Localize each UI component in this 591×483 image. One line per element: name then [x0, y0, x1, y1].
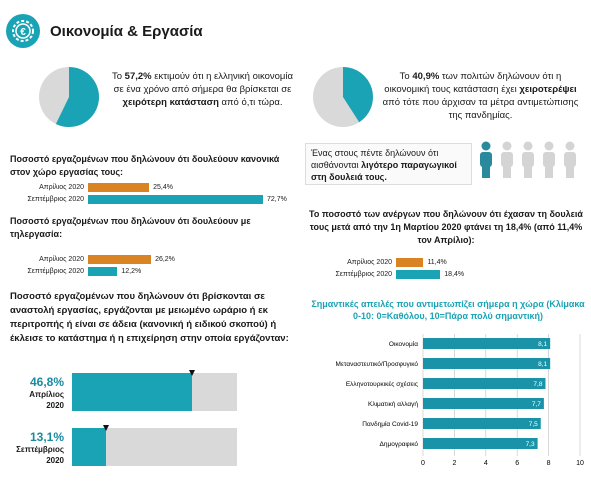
- bar-row-value: 25,4%: [153, 184, 173, 191]
- pie-right-slice: [343, 67, 373, 123]
- threat-bar-value: 7,5: [529, 421, 538, 428]
- person-icon: [501, 141, 513, 178]
- category-label: Πανδημία Covid-19: [362, 420, 418, 428]
- people-icons: [480, 141, 576, 178]
- x-tick-label: 0: [421, 460, 425, 467]
- suspended-pct: 13,1%: [29, 430, 64, 444]
- threat-bar-value: 7,7: [532, 401, 541, 408]
- suspended-year: 2020: [46, 456, 64, 465]
- threats-chart-title: Σημαντικές απειλές που αντιμετωπίζει σήμ…: [311, 299, 585, 321]
- suspended-marker-icon: [102, 425, 109, 431]
- bar-row-bar: [88, 183, 150, 192]
- suspended-marker-icon: [188, 370, 195, 376]
- x-tick-label: 10: [576, 460, 584, 467]
- suspended-bars: 46,8% Απρίλιος 2020 13,1% Σεπτέμβριος 2020: [0, 370, 300, 480]
- bar-row-label: Σεπτέμβριος 2020: [27, 268, 84, 275]
- stat-left-text: Το 57,2% εκτιμούν ότι η ελληνική οικονομ…: [111, 71, 293, 108]
- category-label: Δημογραφικό: [380, 440, 419, 448]
- workplace-heading: Ποσοστό εργαζομένων που δηλώνουν ότι δου…: [10, 154, 280, 177]
- bar-row-label: Απρίλιος 2020: [39, 184, 84, 191]
- category-label: Μεταναστευτικό/Προσφυγικό: [336, 360, 419, 368]
- telework-bars: Απρίλιος 2020 26,2% Σεπτέμβριος 2020 12,2%: [10, 255, 300, 279]
- euro-gear-icon: €: [6, 14, 40, 48]
- bar-row-value: 18,4%: [444, 271, 465, 278]
- suspended-heading: Ποσοστό εργαζομένων που δηλώνουν ότι βρί…: [10, 291, 289, 344]
- x-tick-label: 2: [452, 460, 456, 467]
- bar-row-value: 26,2%: [155, 256, 175, 263]
- bar-row-value: 12,2%: [121, 268, 142, 275]
- threat-bar: [423, 338, 551, 349]
- category-label: Οικονομία: [389, 340, 418, 348]
- pie-right: [313, 67, 373, 127]
- telework-heading: Ποσοστό εργαζομένων που δηλώνουν ότι δου…: [10, 216, 251, 239]
- pie-left-slice: [55, 67, 99, 127]
- suspended-year: 2020: [46, 401, 64, 410]
- person-icon: [480, 141, 492, 178]
- workplace-bars: Απρίλιος 2020 25,4% Σεπτέμβριος 2020 72,7%: [10, 183, 300, 207]
- threat-bar-value: 8,1: [538, 361, 547, 368]
- threats-chart: Οικονομία 8,1 Μεταναστευτικό/Προσφυγικό 8,1…: [336, 334, 584, 467]
- category-label: Ελληνοτουρκικές σχέσεις: [346, 380, 418, 388]
- x-tick-label: 6: [515, 460, 519, 467]
- person-icon: [543, 141, 555, 178]
- bar-row-bar: [88, 267, 118, 276]
- stat-right-text: Το 40,9% των πολιτών δηλώνουν ότι η οικο…: [382, 71, 579, 121]
- threat-bar-value: 7,8: [533, 381, 542, 388]
- suspended-pct: 46,8%: [29, 375, 64, 389]
- category-label: Κλιματική αλλαγή: [368, 401, 418, 408]
- person-icon: [564, 141, 576, 178]
- threat-bar: [423, 398, 544, 409]
- suspended-bar-fill: [72, 428, 106, 466]
- bar-row-bar: [88, 195, 263, 204]
- productivity-callout: Ένας στους πέντε δηλώνουν ότι αισθάνοντα…: [305, 143, 472, 185]
- x-tick-label: 8: [547, 460, 551, 467]
- threat-bar-value: 7,3: [526, 441, 535, 448]
- page-title: Οικονομία & Εργασία: [50, 23, 203, 40]
- svg-text:€: €: [20, 27, 26, 38]
- bar-row-value: 72,7%: [267, 196, 287, 203]
- unemployed-bars: Απρίλιος 2020 11,4% Σεπτέμβριος 2020 18,4%: [308, 258, 578, 282]
- bar-row-bar: [396, 258, 424, 267]
- bar-row-bar: [396, 270, 441, 279]
- x-tick-label: 4: [484, 460, 488, 467]
- threat-bar: [423, 358, 551, 369]
- threat-bar: [423, 418, 541, 429]
- bar-row-label: Σεπτέμβριος 2020: [27, 196, 84, 203]
- bar-row-bar: [88, 255, 152, 264]
- bar-row-label: Σεπτέμβριος 2020: [335, 271, 392, 278]
- threat-bar-value: 8,1: [538, 341, 547, 348]
- productivity-text: Ένας στους πέντε δηλώνουν ότι αισθάνοντα…: [311, 148, 457, 182]
- threat-bar: [423, 378, 546, 389]
- unemployed-heading: Το ποσοστό των ανέργων που δηλώνουν ότι …: [309, 209, 583, 245]
- pie-left: [39, 67, 99, 127]
- person-icon: [522, 141, 534, 178]
- threat-bar: [423, 438, 538, 449]
- suspended-period: Απρίλιος: [29, 390, 64, 399]
- bar-row-value: 11,4%: [427, 259, 447, 266]
- bar-row-label: Απρίλιος 2020: [39, 256, 84, 263]
- suspended-bar-fill: [72, 373, 192, 411]
- bar-row-label: Απρίλιος 2020: [347, 259, 392, 266]
- suspended-period: Σεπτέμβριος: [16, 445, 64, 454]
